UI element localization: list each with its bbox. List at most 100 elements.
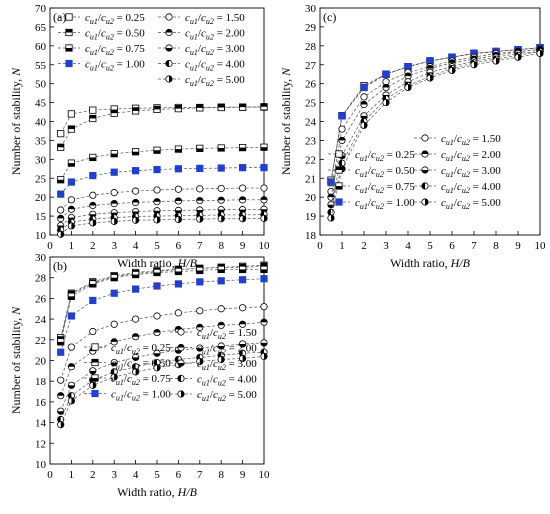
y-axis-title: Number of stability, N (9, 306, 23, 414)
data-point (239, 215, 247, 223)
y-tick-label: 20 (35, 356, 47, 368)
data-point (196, 323, 204, 331)
legend-label: cu1/cu2 = 5.00 (185, 74, 245, 88)
series-line (60, 208, 265, 226)
series-4 (57, 275, 268, 356)
x-tick-label: 9 (240, 240, 246, 252)
legend-label: cu1/cu2 = 0.50 (111, 358, 171, 372)
data-point (110, 168, 118, 176)
y-tick-label: 30 (35, 154, 47, 166)
x-tick-label: 1 (69, 240, 75, 252)
data-point (382, 98, 390, 107)
data-point (196, 278, 204, 286)
legend-item: cu1/cu2 = 4.00 (170, 374, 257, 388)
data-point (57, 376, 65, 384)
data-point (153, 364, 161, 372)
data-point (110, 109, 118, 117)
data-point (110, 189, 118, 197)
data-point (110, 217, 118, 225)
chart-panel-c: 0 1 2 3 4 5 6 7 8 9 1018192021222324252627282930Wi… (279, 3, 546, 270)
data-point (260, 184, 268, 192)
legend-marker (177, 374, 185, 383)
x-tick-label: 7 (197, 240, 203, 252)
data-point (196, 357, 204, 366)
legend-label: cu1/cu2 = 3.00 (441, 165, 501, 179)
data-point (131, 167, 140, 175)
data-point (492, 57, 500, 65)
data-point (57, 190, 65, 198)
legend-item: cu1/cu2 = 1.50 (158, 12, 245, 26)
data-point (131, 107, 140, 115)
data-point (217, 103, 225, 112)
data-point (239, 184, 247, 192)
legend-marker (65, 28, 73, 37)
y-tick-label: 18 (305, 230, 317, 242)
data-point (57, 130, 65, 138)
legend-label: cu1/cu2 = 4.00 (197, 374, 257, 388)
data-point (67, 363, 76, 371)
data-point (67, 343, 76, 351)
x-tick-label: 2 (90, 469, 96, 481)
y-tick-label: 14 (35, 418, 47, 430)
y-tick-label: 40 (35, 117, 47, 129)
y-tick-label: 30 (305, 3, 317, 15)
series-9 (327, 49, 544, 222)
data-point (196, 344, 204, 352)
legend-marker (421, 150, 429, 158)
legend-label: cu1/cu2 = 4.00 (441, 181, 501, 195)
data-point (153, 312, 161, 320)
x-tick-label: 0 (47, 469, 53, 481)
legend-label: cu1/cu2 = 1.50 (197, 327, 257, 341)
y-tick-label: 65 (35, 22, 47, 34)
y-tick-label: 26 (305, 79, 317, 91)
data-point (260, 265, 268, 274)
data-point (67, 110, 75, 118)
data-point (67, 205, 76, 213)
data-point (67, 178, 75, 186)
legend-label: cu1/cu2 = 3.00 (185, 43, 245, 57)
x-tick-label: 9 (515, 240, 521, 252)
data-point (238, 103, 247, 111)
data-point (153, 186, 161, 194)
legend-label: cu1/cu2 = 0.50 (85, 28, 145, 42)
y-tick-label: 21 (305, 173, 316, 185)
data-point (89, 153, 97, 162)
data-point (57, 143, 65, 151)
legend-item: cu1/cu2 = 0.50 (328, 165, 415, 179)
legend-label: cu1/cu2 = 3.00 (197, 358, 257, 372)
y-tick-label: 27 (305, 60, 317, 72)
data-point (57, 214, 65, 222)
y-tick-label: 70 (35, 3, 47, 15)
x-tick-label: 4 (405, 240, 411, 252)
data-point (67, 125, 75, 133)
legend-marker (65, 44, 73, 52)
data-point (360, 112, 368, 120)
data-point (89, 296, 97, 305)
data-point (57, 338, 65, 346)
series-line (60, 214, 265, 231)
y-tick-label: 16 (35, 397, 47, 409)
data-point (260, 318, 268, 326)
legend-marker (335, 150, 343, 158)
data-point (217, 265, 225, 274)
legend-item: cu1/cu2 = 2.00 (170, 343, 257, 357)
data-point (57, 230, 65, 238)
data-point (153, 105, 161, 113)
chart-panel-b: 0 1 2 3 4 5 6 7 8 9 101012141618202224262830Width … (9, 252, 270, 499)
data-point (239, 354, 247, 363)
data-point (110, 358, 118, 367)
data-point (153, 146, 161, 154)
x-tick-label: 6 (449, 240, 455, 252)
legend-marker (177, 359, 185, 367)
data-point (153, 349, 161, 357)
legend-item: cu1/cu2 = 1.50 (170, 327, 257, 341)
data-point (514, 53, 522, 61)
legend-item: cu1/cu2 = 0.50 (84, 358, 171, 372)
legend-label: cu1/cu2 = 1.00 (111, 389, 171, 403)
data-point (360, 100, 368, 109)
data-point (196, 215, 204, 223)
legend-item: cu1/cu2 = 5.00 (414, 197, 501, 211)
legend-marker (91, 343, 99, 351)
data-point (153, 198, 161, 206)
